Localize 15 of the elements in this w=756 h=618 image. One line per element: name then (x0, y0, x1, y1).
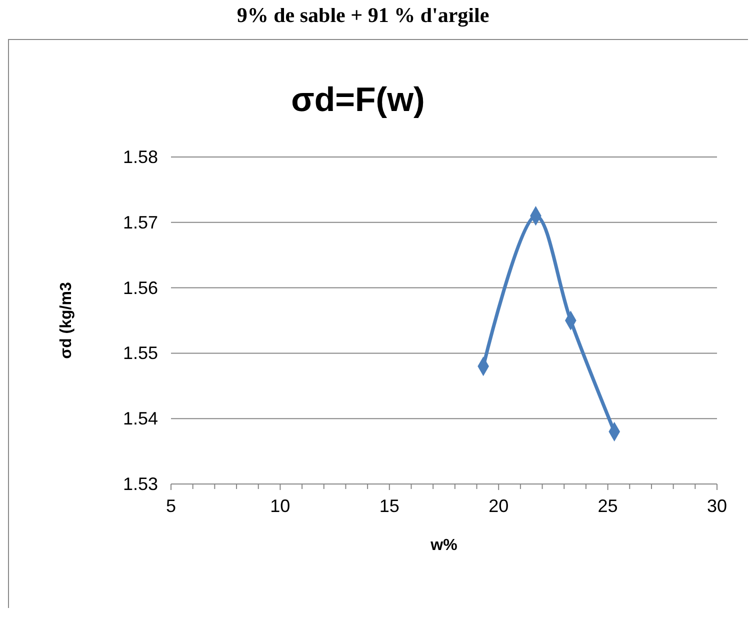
y-tick-label: 1.57 (122, 212, 158, 232)
x-tick-label: 25 (598, 496, 618, 516)
y-tick-label: 1.56 (122, 278, 158, 298)
y-tick-label: 1.58 (122, 147, 158, 167)
x-tick-label: 30 (706, 496, 728, 516)
y-axis-title: σd (kg/m3 (58, 282, 75, 359)
x-tick-label: 15 (379, 496, 400, 516)
x-axis-title: w% (430, 537, 458, 554)
x-tick-label: 10 (270, 496, 290, 516)
x-tick-label: 20 (488, 496, 509, 516)
y-tick-label: 1.55 (122, 343, 158, 364)
x-tick-label: 5 (166, 496, 176, 516)
y-tick-label: 1.54 (122, 408, 158, 429)
y-tick-label: 1.53 (122, 474, 158, 494)
chart-title: σd=F(w) (291, 81, 425, 119)
